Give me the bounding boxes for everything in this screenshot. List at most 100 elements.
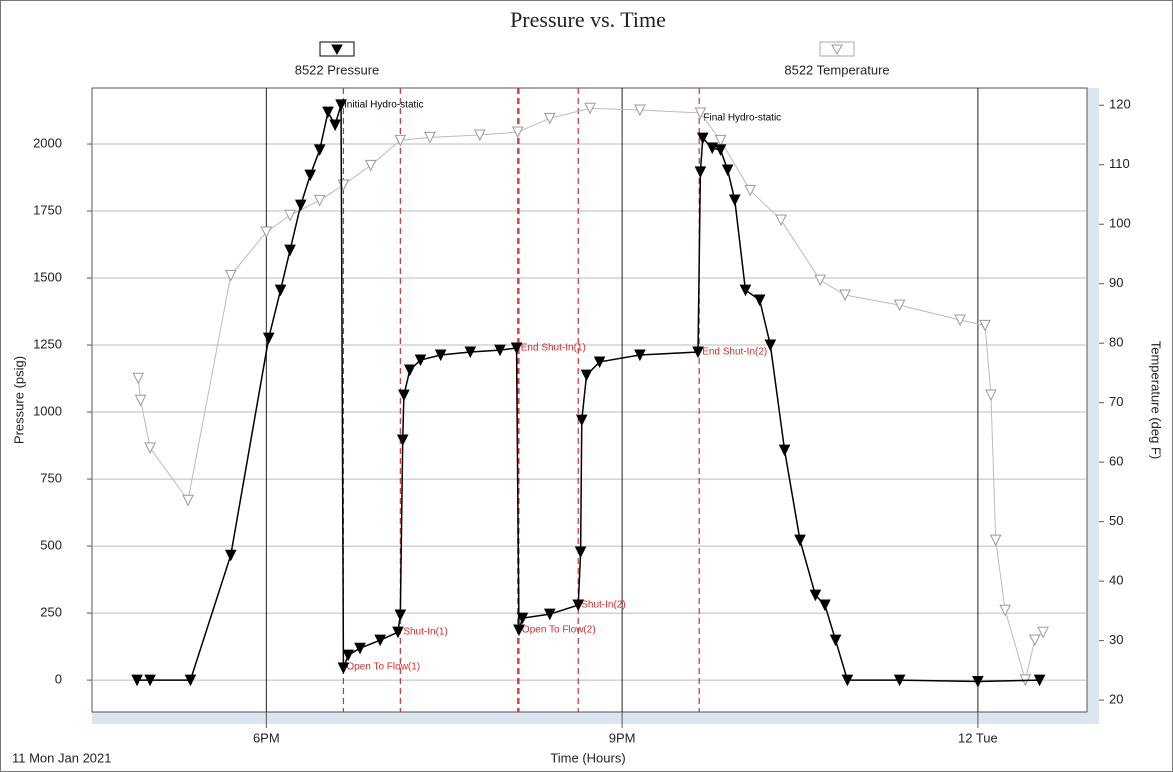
marker bbox=[778, 444, 791, 457]
marker bbox=[184, 674, 197, 687]
marker bbox=[224, 269, 237, 282]
marker bbox=[543, 608, 556, 621]
marker bbox=[775, 214, 787, 227]
marker bbox=[979, 319, 991, 332]
marker bbox=[364, 159, 377, 172]
marker bbox=[1033, 674, 1046, 687]
y-tick-label: 1000 bbox=[33, 403, 62, 418]
y2-tick-label: 120 bbox=[1109, 97, 1131, 112]
marker bbox=[753, 294, 766, 307]
marker bbox=[543, 112, 556, 125]
marker bbox=[694, 107, 707, 120]
marker bbox=[494, 344, 506, 357]
marker bbox=[739, 284, 752, 297]
annotation: End Shut-In(1) bbox=[521, 343, 586, 354]
marker bbox=[516, 612, 529, 625]
marker bbox=[706, 142, 719, 155]
marker bbox=[313, 194, 326, 207]
marker bbox=[224, 549, 237, 562]
marker bbox=[394, 134, 407, 147]
marker bbox=[396, 434, 409, 447]
marker bbox=[839, 289, 851, 302]
marker bbox=[593, 356, 606, 369]
marker bbox=[1029, 634, 1041, 647]
marker bbox=[182, 494, 194, 507]
marker bbox=[574, 546, 587, 559]
plot-frame bbox=[91, 87, 1088, 713]
marker bbox=[274, 284, 287, 297]
marker bbox=[414, 354, 427, 367]
marker bbox=[329, 119, 341, 132]
marker bbox=[335, 99, 347, 112]
marker bbox=[260, 226, 273, 239]
x-tick-label: 6PM bbox=[253, 730, 280, 745]
y2-tick-label: 110 bbox=[1109, 156, 1130, 171]
marker bbox=[714, 134, 727, 147]
marker bbox=[989, 534, 1002, 547]
marker bbox=[999, 604, 1011, 617]
marker bbox=[985, 389, 997, 402]
marker bbox=[764, 339, 777, 352]
marker bbox=[144, 674, 156, 687]
marker bbox=[728, 194, 741, 207]
annotation: Initial Hydro-static bbox=[344, 100, 423, 111]
y2-tick-label: 70 bbox=[1109, 394, 1123, 409]
x-date-label: 11 Mon Jan 2021 bbox=[12, 750, 112, 765]
y-axis-label: Pressure (psig) bbox=[11, 356, 26, 444]
marker bbox=[893, 674, 906, 687]
y2-tick-label: 60 bbox=[1109, 454, 1123, 469]
marker bbox=[814, 274, 826, 287]
legend-label: 8522 Temperature bbox=[784, 62, 889, 77]
marker bbox=[580, 369, 593, 382]
legend-label: 8522 Pressure bbox=[295, 62, 380, 77]
marker bbox=[354, 642, 366, 655]
marker bbox=[819, 599, 831, 612]
marker bbox=[398, 389, 410, 402]
y2-tick-label: 80 bbox=[1109, 335, 1123, 350]
y-tick-label: 2000 bbox=[33, 135, 62, 150]
marker bbox=[313, 144, 326, 157]
annotation: Shut-In(2) bbox=[581, 600, 625, 611]
annotation: End Shut-In(2) bbox=[702, 347, 767, 358]
x-tick-label: 12 Tue bbox=[958, 730, 998, 745]
marker bbox=[342, 649, 354, 662]
marker bbox=[294, 199, 307, 212]
marker bbox=[1037, 626, 1049, 639]
annotation: Open To Flow(1) bbox=[346, 661, 420, 672]
y2-tick-label: 40 bbox=[1109, 573, 1123, 588]
marker bbox=[694, 166, 707, 179]
marker bbox=[584, 102, 596, 115]
marker bbox=[262, 332, 275, 345]
annotation: Final Hydro-static bbox=[703, 113, 781, 124]
marker bbox=[322, 106, 334, 119]
marker bbox=[809, 589, 822, 602]
marker bbox=[131, 674, 143, 687]
chart-title: Pressure vs. Time bbox=[510, 7, 666, 32]
y2-tick-label: 30 bbox=[1109, 632, 1123, 647]
y2-axis-label: Temperature (deg F) bbox=[1149, 341, 1164, 460]
marker bbox=[634, 349, 646, 362]
marker bbox=[714, 144, 727, 157]
marker bbox=[575, 414, 588, 427]
y-tick-label: 750 bbox=[40, 471, 62, 486]
y-tick-label: 1250 bbox=[33, 336, 62, 351]
marker bbox=[134, 394, 147, 407]
marker bbox=[374, 634, 386, 647]
marker bbox=[721, 164, 734, 177]
y-tick-label: 0 bbox=[55, 672, 62, 687]
y2-tick-label: 50 bbox=[1109, 513, 1123, 528]
marker bbox=[132, 372, 145, 385]
y2-tick-label: 90 bbox=[1109, 275, 1123, 290]
marker bbox=[696, 132, 709, 145]
marker bbox=[473, 129, 486, 142]
marker bbox=[513, 624, 525, 637]
marker bbox=[464, 346, 477, 359]
marker bbox=[794, 534, 806, 547]
marker bbox=[424, 131, 436, 144]
y-tick-label: 500 bbox=[40, 538, 62, 553]
marker bbox=[893, 299, 906, 312]
marker bbox=[841, 674, 854, 687]
annotation: Shut-In(1) bbox=[403, 626, 447, 637]
annotation: Open To Flow(2) bbox=[522, 625, 596, 636]
